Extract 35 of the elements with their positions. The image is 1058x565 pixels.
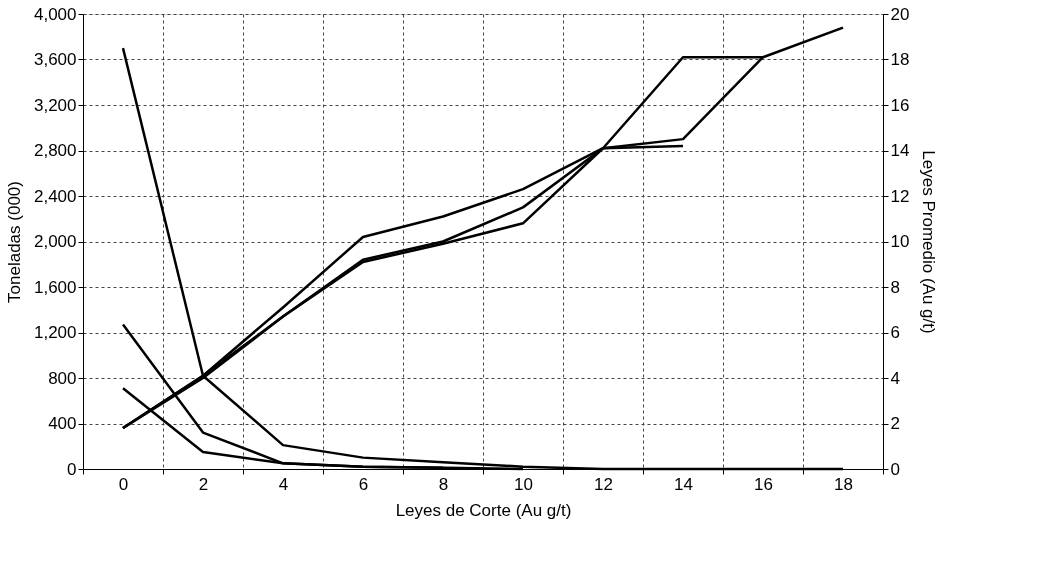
x-tick-label: 6 bbox=[358, 474, 369, 494]
x-tick-label: 18 bbox=[834, 474, 853, 494]
y-tick-label: 2,800 bbox=[33, 141, 77, 160]
y2-axis-title: Leyes Promedio (Au g/t) bbox=[919, 150, 939, 334]
x-tick-label: 14 bbox=[674, 474, 693, 494]
x-tick-label: 10 bbox=[514, 474, 533, 494]
x-tick-label: 4 bbox=[278, 474, 289, 494]
y2-tick-label: 10 bbox=[890, 232, 910, 251]
y-axis-title: Toneladas (000) bbox=[4, 181, 24, 303]
y2-tick-label: 0 bbox=[890, 459, 900, 479]
y-tick-label: 3,200 bbox=[33, 95, 77, 115]
y-tick-label: 3,600 bbox=[33, 50, 77, 69]
x-tick-label: 2 bbox=[198, 474, 209, 494]
y2-tick-label: 20 bbox=[890, 4, 910, 24]
y2-tick-label: 2 bbox=[890, 414, 900, 433]
x-axis-title: Leyes de Corte (Au g/t) bbox=[395, 500, 572, 520]
y-tick-label: 400 bbox=[48, 414, 77, 433]
x-tick-label: 0 bbox=[118, 474, 129, 494]
y-tick-label: 4,000 bbox=[33, 4, 77, 24]
y2-tick-label: 4 bbox=[890, 368, 900, 388]
y2-tick-label: 6 bbox=[890, 323, 900, 342]
y-tick-label: 2,400 bbox=[33, 186, 77, 206]
x-tick-label: 8 bbox=[438, 474, 449, 494]
y2-tick-label: 18 bbox=[890, 50, 910, 69]
y2-tick-label: 14 bbox=[890, 141, 910, 160]
y2-tick-label: 16 bbox=[890, 95, 910, 115]
y-tick-label: 800 bbox=[48, 368, 77, 388]
y2-tick-label: 8 bbox=[890, 277, 900, 297]
y-tick-label: 1,200 bbox=[33, 323, 77, 342]
y-tick-label: 1,600 bbox=[33, 277, 77, 297]
x-tick-label: 16 bbox=[754, 474, 773, 494]
y2-tick-label: 12 bbox=[890, 186, 910, 206]
x-tick-label: 12 bbox=[594, 474, 613, 494]
y-tick-label: 0 bbox=[67, 459, 77, 479]
y-tick-label: 2,000 bbox=[33, 232, 77, 251]
